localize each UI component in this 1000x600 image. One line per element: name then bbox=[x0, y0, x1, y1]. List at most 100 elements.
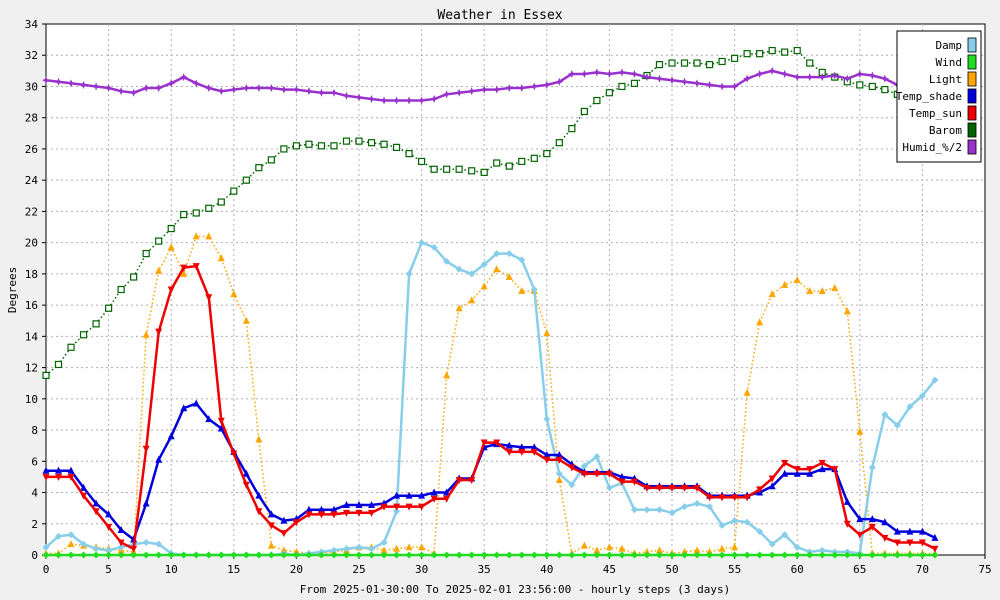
data-point-barom bbox=[305, 140, 313, 148]
x-tick-label: 25 bbox=[352, 563, 365, 576]
legend-label-temp-sun: Temp_sun bbox=[909, 107, 962, 120]
data-point-temp-sun bbox=[368, 509, 376, 517]
data-point-humid-2 bbox=[179, 73, 188, 82]
data-point-temp-shade bbox=[80, 483, 88, 491]
data-point-light bbox=[393, 544, 401, 552]
data-point-humid-2 bbox=[642, 73, 651, 82]
data-point-barom bbox=[618, 82, 626, 91]
data-point-temp-shade bbox=[192, 399, 200, 407]
data-point-humid-2 bbox=[630, 69, 639, 78]
data-point-temp-sun bbox=[555, 456, 563, 464]
data-point-wind bbox=[856, 551, 864, 559]
data-point-barom bbox=[505, 162, 513, 170]
data-point-temp-sun bbox=[205, 294, 213, 302]
legend-swatch-barom bbox=[967, 122, 977, 138]
data-point-wind bbox=[393, 551, 401, 559]
data-point-light bbox=[217, 254, 225, 262]
data-point-damp bbox=[330, 546, 338, 554]
data-point-barom bbox=[555, 139, 563, 147]
data-point-humid-2 bbox=[455, 88, 464, 97]
data-point-light bbox=[267, 541, 275, 549]
data-point-temp-shade bbox=[368, 501, 376, 509]
data-point-wind bbox=[706, 551, 714, 559]
data-point-damp bbox=[818, 546, 826, 554]
data-point-temp-sun bbox=[167, 286, 175, 294]
data-point-barom bbox=[192, 209, 200, 217]
data-point-humid-2 bbox=[42, 76, 50, 85]
x-tick-label: 75 bbox=[978, 563, 991, 576]
data-point-temp-sun bbox=[255, 508, 263, 516]
data-point-temp-sun bbox=[217, 417, 225, 425]
data-point-temp-sun bbox=[655, 484, 663, 492]
data-point-humid-2 bbox=[192, 79, 201, 88]
data-point-humid-2 bbox=[617, 68, 626, 77]
data-point-temp-shade bbox=[931, 533, 939, 541]
data-point-wind bbox=[92, 551, 100, 559]
y-tick-label: 2 bbox=[31, 518, 38, 531]
data-point-humid-2 bbox=[668, 76, 676, 85]
data-point-wind bbox=[931, 551, 939, 559]
data-point-light bbox=[67, 540, 75, 548]
data-point-temp-sun bbox=[330, 511, 338, 519]
data-point-temp-shade bbox=[768, 482, 776, 490]
data-point-light bbox=[142, 330, 150, 338]
x-tick-label: 50 bbox=[665, 563, 678, 576]
data-point-temp-sun bbox=[355, 509, 363, 517]
data-point-temp-shade bbox=[167, 432, 175, 440]
data-point-humid-2 bbox=[718, 82, 727, 91]
data-point-light bbox=[856, 427, 864, 435]
legend-label-temp-shade: Temp_shade bbox=[896, 90, 962, 103]
data-point-temp-sun bbox=[618, 478, 626, 486]
data-point-temp-sun bbox=[92, 508, 100, 516]
data-point-temp-shade bbox=[242, 469, 250, 477]
data-point-temp-sun bbox=[155, 328, 163, 336]
data-point-light bbox=[292, 547, 300, 555]
data-point-damp bbox=[768, 540, 776, 548]
data-point-wind bbox=[768, 551, 776, 559]
data-point-damp bbox=[706, 503, 714, 511]
data-point-wind bbox=[468, 551, 476, 559]
data-point-temp-sun bbox=[80, 492, 88, 500]
y-tick-label: 28 bbox=[25, 112, 38, 125]
data-point-damp bbox=[518, 256, 526, 264]
data-point-humid-2 bbox=[292, 85, 301, 94]
series-line-temp-sun bbox=[46, 264, 936, 551]
data-point-damp bbox=[493, 250, 501, 258]
y-tick-label: 18 bbox=[25, 268, 38, 281]
data-point-humid-2 bbox=[768, 66, 777, 75]
data-point-temp-sun bbox=[130, 545, 138, 553]
data-point-light bbox=[155, 266, 163, 274]
data-point-humid-2 bbox=[267, 84, 276, 93]
data-point-barom bbox=[718, 57, 726, 66]
data-point-damp bbox=[555, 470, 563, 478]
data-point-temp-sun bbox=[443, 495, 451, 503]
legend-box bbox=[896, 30, 982, 163]
x-tick-label: 70 bbox=[916, 563, 929, 576]
x-tick-label: 5 bbox=[105, 563, 112, 576]
data-point-barom bbox=[330, 142, 338, 150]
data-point-humid-2 bbox=[530, 82, 539, 91]
data-point-wind bbox=[630, 551, 638, 559]
data-point-wind bbox=[405, 551, 413, 559]
data-point-humid-2 bbox=[355, 93, 363, 102]
data-point-humid-2 bbox=[605, 69, 614, 78]
data-point-damp bbox=[380, 539, 388, 547]
data-point-wind bbox=[217, 551, 225, 559]
legend-label-damp: Damp bbox=[936, 39, 963, 52]
data-point-light bbox=[793, 276, 801, 284]
data-point-humid-2 bbox=[405, 96, 414, 105]
data-point-temp-sun bbox=[280, 530, 288, 538]
data-point-barom bbox=[418, 157, 426, 166]
data-point-humid-2 bbox=[67, 79, 76, 88]
data-point-light bbox=[405, 543, 413, 551]
data-point-barom bbox=[881, 85, 889, 94]
data-point-humid-2 bbox=[730, 82, 739, 91]
data-point-barom bbox=[693, 59, 701, 67]
y-tick-label: 0 bbox=[31, 549, 38, 562]
data-point-barom bbox=[743, 50, 751, 58]
data-point-wind bbox=[555, 551, 563, 559]
data-point-barom bbox=[142, 249, 150, 258]
x-tick-label: 35 bbox=[478, 563, 491, 576]
data-point-damp bbox=[405, 270, 413, 278]
